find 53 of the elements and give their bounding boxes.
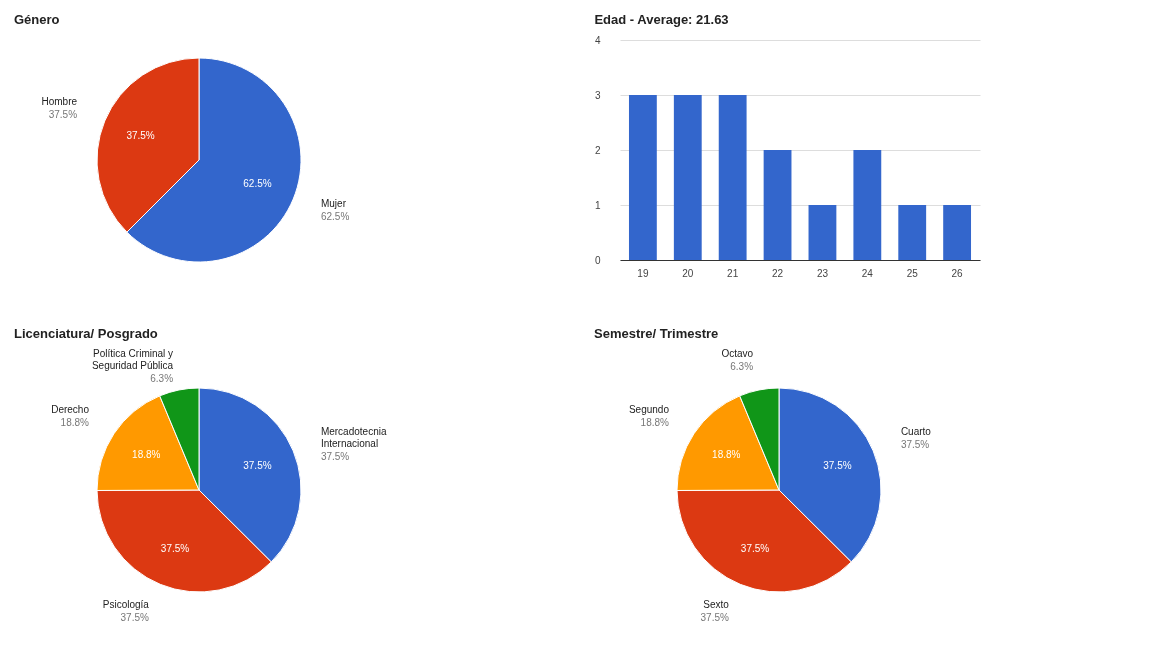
data-label: 6.3% — [730, 360, 754, 372]
data-label: 6.3% — [150, 372, 174, 384]
bar — [853, 150, 882, 260]
bar — [898, 205, 927, 260]
x-tick-label: 26 — [951, 267, 964, 279]
chart-title: Licenciatura/ Posgrado — [14, 325, 158, 341]
data-label: 37.5% — [126, 129, 155, 141]
text: 18.8% — [60, 417, 89, 429]
text: 37.5% — [120, 612, 149, 624]
data-label: 18.8% — [132, 449, 161, 461]
chart-title: Género — [14, 12, 60, 27]
data-label: 37.5% — [160, 542, 190, 554]
slice-label: Mujer — [320, 197, 347, 209]
slice-label: Mercadotecnia Internacional — [320, 426, 387, 450]
x-tick-label: 22 — [771, 267, 784, 279]
bar — [718, 95, 747, 260]
x-tick-label: 23 — [816, 267, 829, 279]
y-tick-label: 2 — [594, 144, 601, 156]
slice-label: Sexto — [703, 599, 730, 611]
data-label: 37.5% — [243, 459, 272, 471]
bar — [628, 95, 657, 260]
text: 37.5% — [900, 439, 930, 451]
chart-title: Edad - Average: 21.63 — [594, 12, 729, 27]
bar — [943, 205, 972, 260]
slice-label: Cuarto — [900, 426, 932, 438]
bar — [808, 205, 837, 260]
x-tick-label: 24 — [861, 267, 874, 279]
y-tick-label: 3 — [594, 89, 601, 101]
data-label: 18.8% — [712, 449, 741, 461]
slice-label: Política Criminal y Seguridad Pública — [91, 347, 174, 371]
data-label: 37.5% — [740, 542, 770, 554]
slice-label: Derecho — [51, 404, 90, 416]
text: 37.5% — [320, 451, 350, 463]
x-tick-label: 21 — [727, 267, 739, 279]
text: 37.5% — [48, 109, 78, 121]
text: 18.8% — [640, 417, 669, 429]
slice-label: Octavo — [721, 347, 754, 359]
y-tick-label: 4 — [594, 34, 601, 46]
text: 37.5% — [700, 612, 729, 624]
data-label: 37.5% — [823, 459, 852, 471]
x-tick-label: 19 — [637, 267, 649, 279]
bar — [763, 150, 792, 260]
x-tick-label: 25 — [906, 267, 919, 279]
text: 62.5% — [320, 210, 350, 222]
x-tick-label: 20 — [682, 267, 694, 279]
slice-label: Psicología — [102, 599, 150, 611]
data-label: 62.5% — [243, 178, 272, 190]
slice-label: Segundo — [628, 404, 670, 416]
y-tick-label: 0 — [594, 254, 601, 266]
chart-title: Semestre/ Trimestre — [594, 325, 719, 341]
slice-label: Hombre — [41, 96, 78, 108]
bar — [673, 95, 702, 260]
y-tick-label: 1 — [594, 199, 601, 211]
